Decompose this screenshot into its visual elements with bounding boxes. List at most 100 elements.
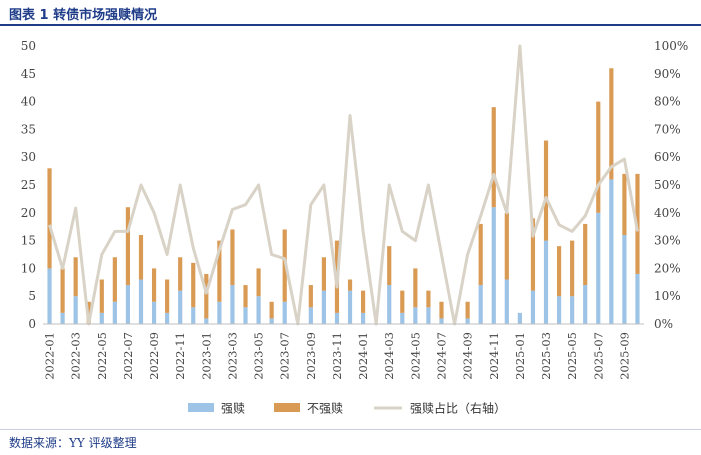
bar-strong: [570, 296, 575, 324]
x-tick-label: 2024-09: [461, 332, 475, 380]
bar-strong: [321, 290, 326, 324]
legend-item: 不强赎: [274, 402, 343, 416]
bar-not-strong: [138, 235, 144, 280]
bar-strong: [491, 207, 496, 324]
bar-strong: [282, 301, 287, 324]
bar-strong: [530, 290, 536, 324]
x-tick-label: 2022-03: [69, 332, 83, 380]
bar-not-strong: [230, 229, 235, 286]
bar-not-strong: [622, 173, 627, 236]
bar-strong: [191, 307, 196, 324]
bar-strong: [151, 301, 157, 324]
bar-strong: [426, 307, 431, 324]
x-tick-label: 2022-07: [121, 332, 135, 380]
legend-label: 强赎: [221, 402, 245, 416]
title-divider: [0, 24, 701, 26]
left-tick-label: 45: [21, 67, 36, 81]
bar-strong: [73, 296, 78, 324]
bar-not-strong: [60, 268, 65, 313]
x-tick-label: 2025-03: [539, 332, 553, 380]
x-tick-label: 2024-07: [434, 332, 448, 380]
left-tick-label: 40: [21, 95, 36, 109]
bar-strong: [334, 312, 340, 324]
bar-not-strong: [478, 223, 483, 286]
bar-not-strong: [583, 223, 588, 286]
bar-strong: [47, 268, 52, 324]
x-tick-label: 2024-01: [356, 332, 370, 380]
bar-not-strong: [73, 257, 78, 297]
bar-not-strong: [308, 285, 313, 308]
x-axis: 2022-01 2022-03 2022-05 2022-07 2022-09 2022-…: [43, 323, 644, 380]
bar-strong: [465, 318, 470, 324]
legend-swatch: [188, 403, 214, 412]
bar-not-strong: [112, 257, 117, 302]
right-tick-label: 50%: [654, 178, 681, 192]
bar-strong: [596, 212, 601, 324]
bar-not-strong: [243, 285, 248, 308]
right-tick-label: 20%: [654, 261, 681, 275]
right-tick-label: 10%: [654, 289, 681, 303]
x-tick-label: 2024-03: [382, 332, 396, 380]
right-tick-label: 80%: [654, 95, 681, 109]
left-tick-label: 0: [28, 317, 36, 331]
bar-strong: [347, 290, 353, 324]
bar-strong: [138, 279, 144, 324]
bar-not-strong: [47, 168, 52, 269]
bar-not-strong: [269, 301, 274, 319]
bar-strong: [517, 312, 522, 324]
bar-strong: [125, 285, 131, 324]
bar-strong: [622, 235, 627, 324]
left-tick-label: 5: [28, 289, 36, 303]
right-y-axis: 0% 10% 20% 30% 40% 50% 60% 70% 80% 90% 100%: [654, 39, 688, 331]
bar-not-strong: [256, 268, 261, 297]
bar-not-strong: [465, 301, 470, 319]
x-tick-label: 2022-01: [43, 332, 57, 380]
x-tick-label: 2023-07: [278, 332, 292, 380]
bar-not-strong: [191, 262, 196, 308]
ratio-line: [48, 44, 639, 326]
left-tick-label: 10: [21, 261, 36, 275]
x-tick-label: 2022-09: [147, 332, 161, 380]
bar-strong: [543, 240, 549, 324]
right-tick-label: 40%: [654, 206, 681, 220]
bar-strong: [387, 285, 392, 324]
left-y-axis: 0 5 10 15 20 25 30 35 40 45 50: [21, 39, 36, 331]
bar-strong: [583, 285, 588, 324]
source-note: 数据来源：YY 评级整理: [9, 436, 137, 450]
left-tick-label: 50: [21, 39, 36, 53]
bar-not-strong: [504, 212, 509, 280]
right-tick-label: 90%: [654, 67, 681, 81]
bar-strong: [178, 290, 183, 324]
x-tick-label: 2023-01: [199, 332, 213, 380]
bar-strong: [478, 285, 483, 324]
bar-not-strong: [413, 268, 418, 308]
legend-label: 强赎占比（右轴）: [410, 401, 506, 416]
left-tick-label: 20: [21, 206, 36, 220]
bar-not-strong: [426, 290, 431, 308]
bar-not-strong: [99, 279, 104, 313]
bar-not-strong: [570, 240, 575, 297]
figure-title: 图表 1 转债市场强赎情况: [9, 8, 158, 23]
x-tick-label: 2023-11: [330, 332, 344, 380]
bar-not-strong: [609, 68, 614, 180]
bar-not-strong: [400, 290, 405, 313]
bar-not-strong: [217, 240, 222, 302]
legend-label: 不强赎: [307, 402, 343, 416]
bar-strong: [99, 312, 104, 324]
ratio-line-series: [48, 44, 639, 326]
bar-not-strong: [361, 290, 366, 313]
bar-strong: [635, 273, 640, 324]
bar-not-strong: [387, 246, 392, 286]
legend-item: 强赎: [188, 402, 245, 416]
bar-strong: [556, 296, 562, 324]
right-tick-label: 100%: [654, 39, 688, 53]
bar-not-strong: [556, 246, 562, 297]
bar-strong: [504, 279, 509, 324]
x-tick-label: 2024-05: [408, 332, 422, 380]
right-tick-label: 60%: [654, 150, 681, 164]
bar-strong: [230, 285, 235, 324]
left-tick-label: 15: [21, 234, 36, 248]
bar-not-strong: [151, 268, 157, 302]
bar-strong: [256, 296, 261, 324]
